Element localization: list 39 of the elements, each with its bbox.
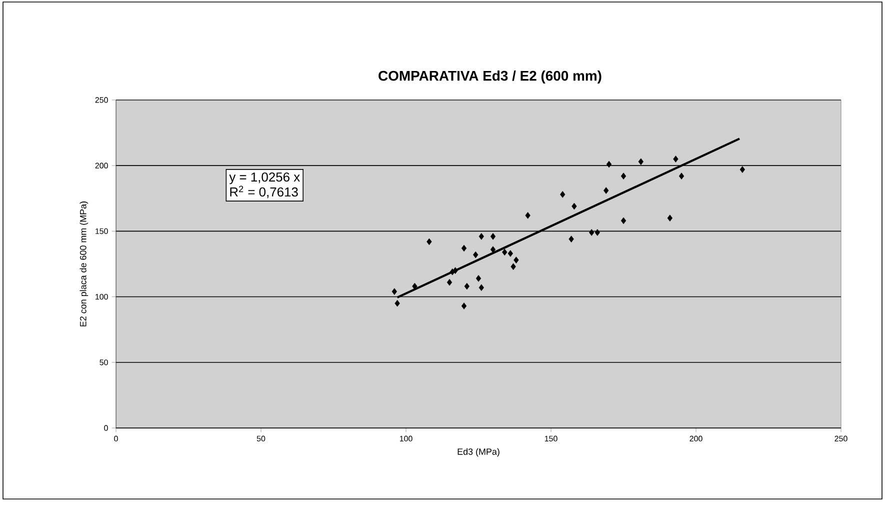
chart-title: COMPARATIVA Ed3 / E2 (600 mm) (378, 70, 602, 84)
point (452, 267, 458, 274)
point (473, 251, 478, 258)
point (461, 244, 467, 252)
point (446, 278, 452, 286)
point (464, 282, 470, 290)
point (606, 160, 612, 168)
point (620, 172, 626, 180)
point (392, 288, 397, 295)
point (673, 156, 678, 162)
x-axis-title: Ed3 (MPa) (458, 448, 500, 457)
annotation: y = 1,0256 x (229, 172, 300, 184)
y-axis-title: E2 con placa de 600 mm (MPa) (80, 202, 88, 326)
point (620, 217, 626, 224)
point (525, 212, 530, 219)
point (510, 263, 516, 270)
point (490, 246, 496, 253)
point (568, 236, 574, 242)
point (478, 233, 484, 240)
point (604, 187, 609, 194)
point (589, 229, 594, 236)
point (394, 300, 400, 307)
point (638, 158, 644, 166)
point (560, 191, 566, 198)
point (490, 233, 496, 240)
point (508, 250, 513, 257)
point (461, 302, 467, 310)
point (514, 256, 519, 264)
annotation: R$^{2}$ = 0,7613 (230, 186, 298, 198)
point (678, 172, 684, 180)
point (476, 275, 482, 282)
point (740, 166, 746, 173)
point (426, 238, 432, 246)
point (412, 282, 418, 290)
point (478, 284, 484, 291)
point (594, 229, 600, 236)
point (572, 202, 577, 210)
point (502, 248, 508, 256)
point (667, 214, 673, 222)
